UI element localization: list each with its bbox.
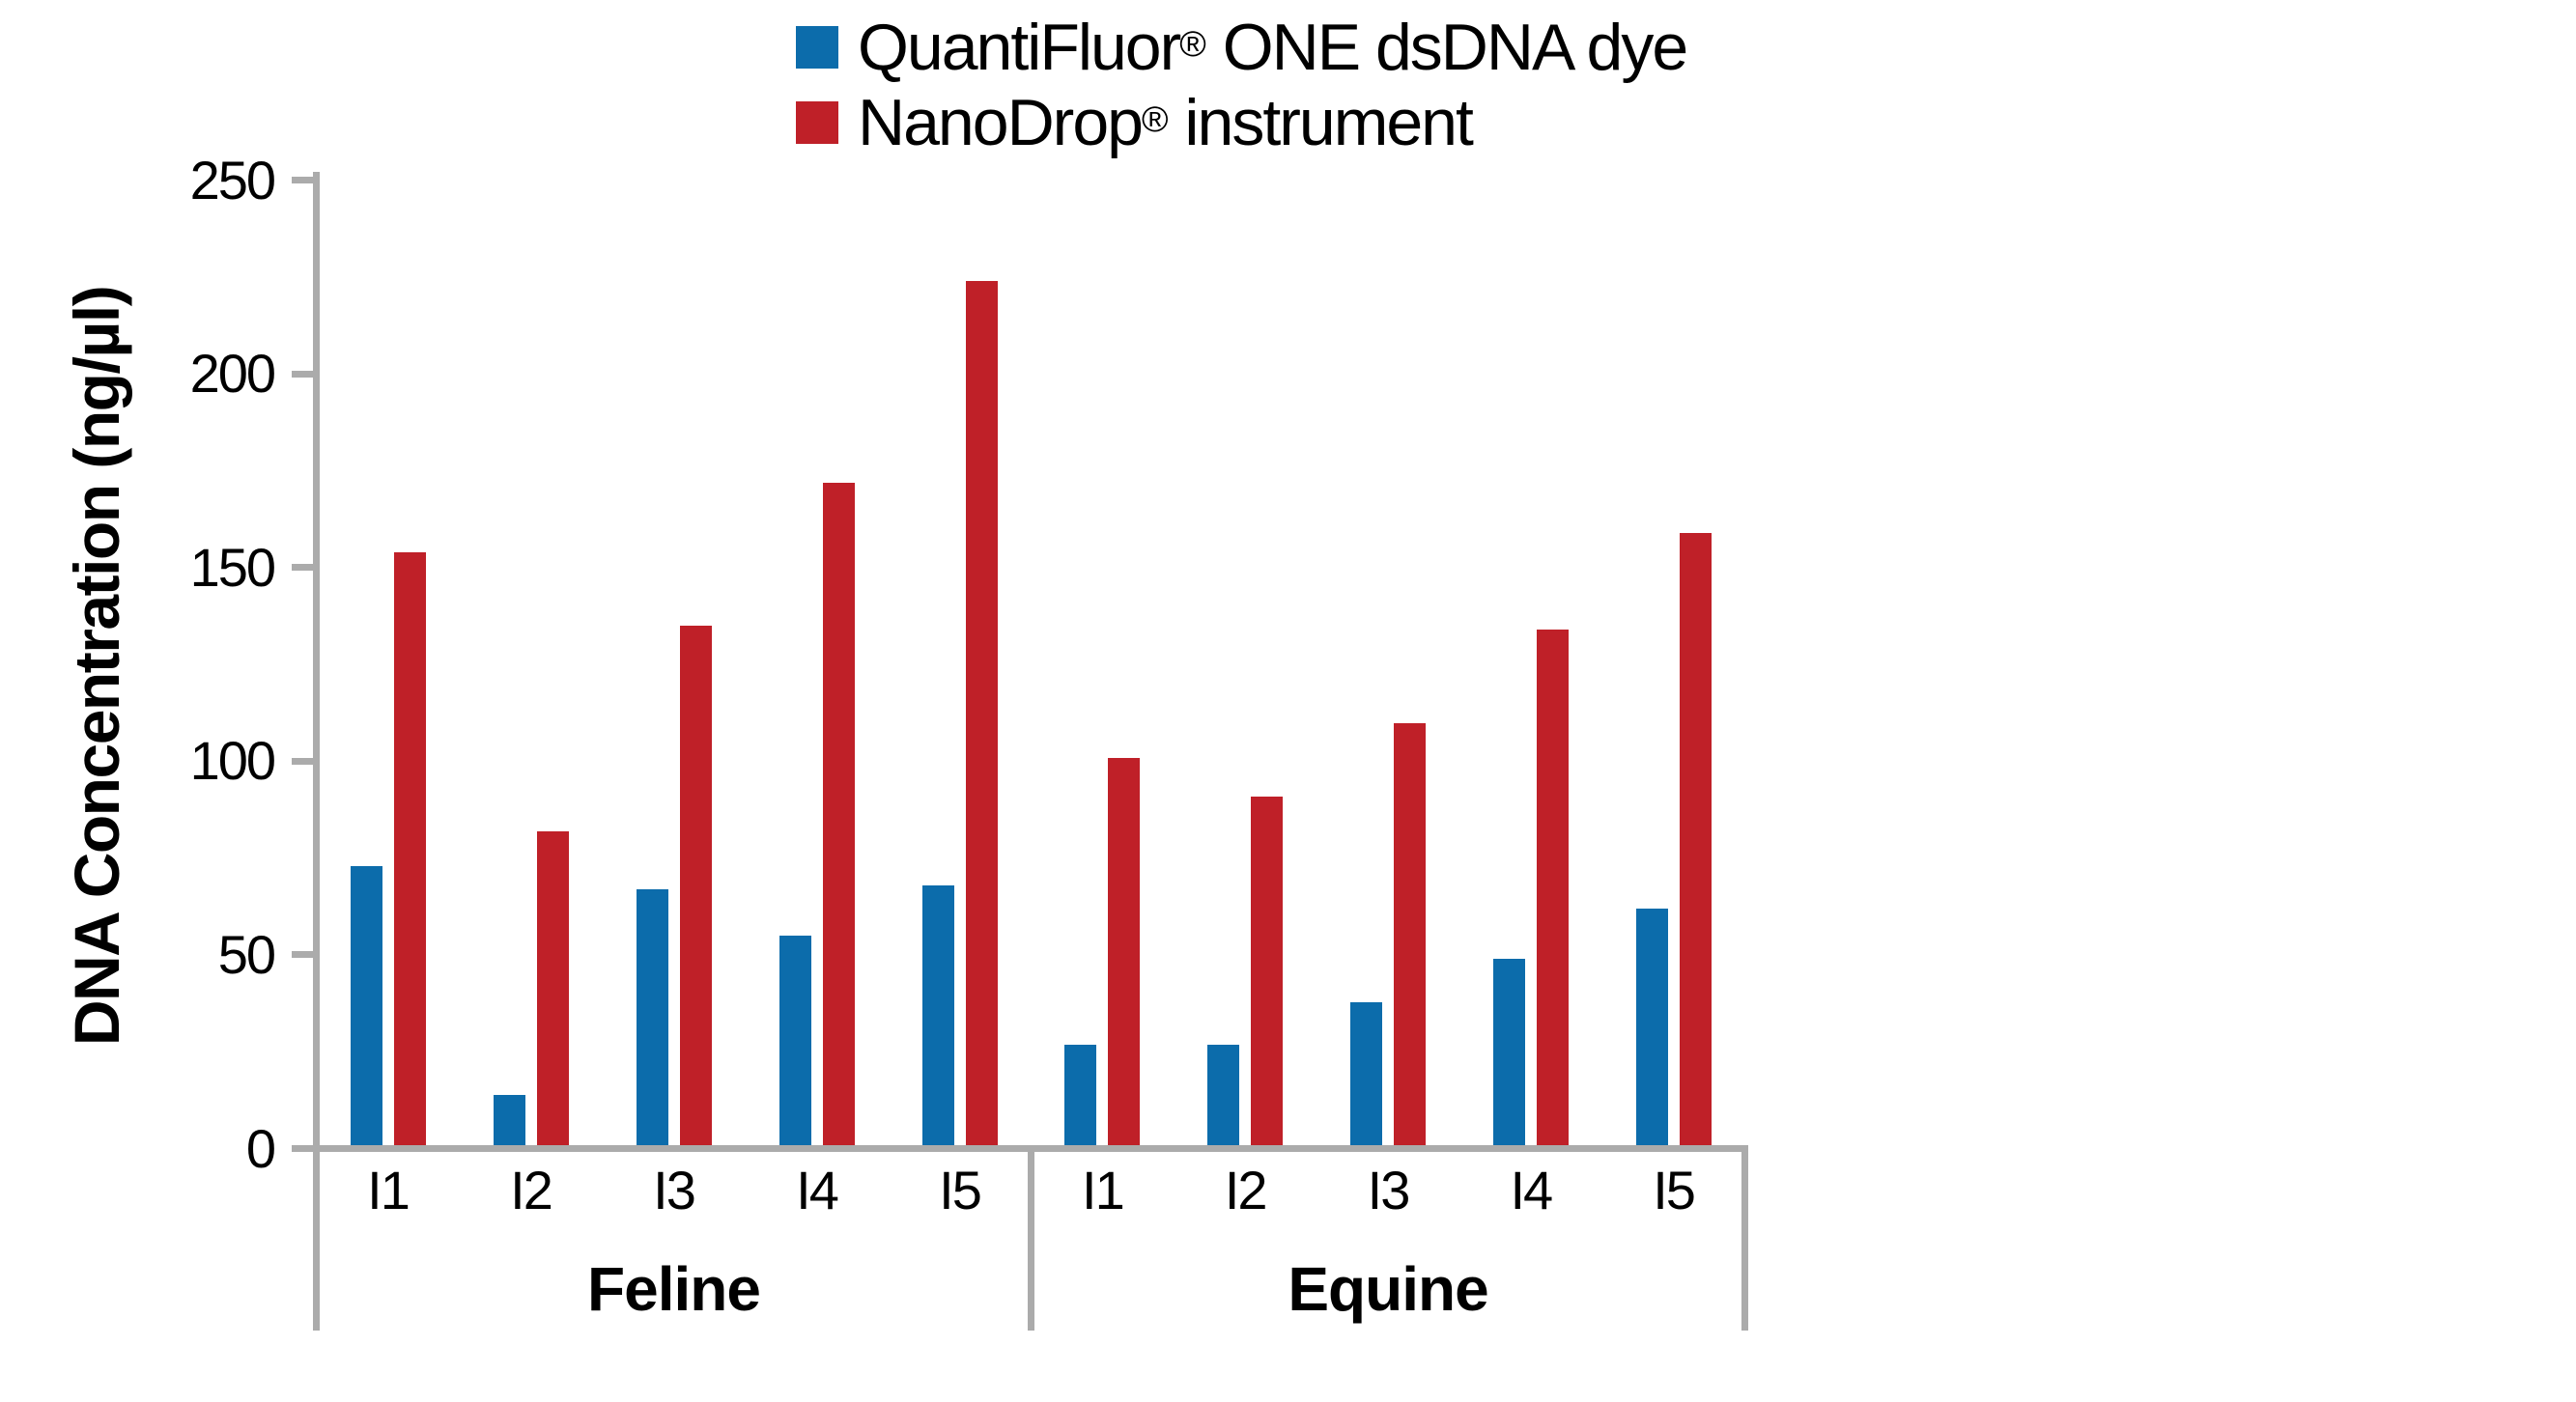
- bar-equine-i3-series1: [1350, 1002, 1382, 1145]
- bar-equine-i2-series2: [1251, 797, 1284, 1145]
- bar-equine-i5-series2: [1679, 533, 1712, 1145]
- group-label-equine: Equine: [1288, 1254, 1488, 1324]
- x-tick-label-feline-i1: I1: [367, 1160, 410, 1220]
- bar-feline-i2-series2: [536, 831, 569, 1145]
- bar-equine-i1-series1: [1064, 1045, 1097, 1145]
- y-tick-mark: [292, 564, 313, 572]
- bar-equine-i1-series2: [1108, 758, 1141, 1145]
- y-tick-mark: [292, 370, 313, 378]
- bar-feline-i5-series2: [965, 281, 998, 1145]
- legend-item-label: NanoDrop® instrument: [858, 86, 1474, 159]
- x-tick-label-feline-i3: I3: [653, 1160, 696, 1220]
- y-tick-mark: [292, 757, 313, 765]
- x-tick-label-feline-i2: I2: [510, 1160, 553, 1220]
- bar-equine-i3-series2: [1394, 723, 1426, 1145]
- x-tick-label-equine-i2: I2: [1224, 1160, 1268, 1220]
- x-tick-label-equine-i5: I5: [1653, 1160, 1696, 1220]
- y-tick-label: 250: [189, 149, 276, 210]
- bar-equine-i4-series2: [1536, 630, 1569, 1145]
- x-tick-label-feline-i4: I4: [796, 1160, 839, 1220]
- x-tick-label-equine-i3: I3: [1367, 1160, 1411, 1220]
- group-label-feline: Feline: [587, 1254, 761, 1324]
- y-tick-label: 100: [189, 730, 276, 792]
- group-divider-right: [1741, 1145, 1748, 1331]
- legend-swatch-1: [796, 26, 838, 69]
- y-tick-mark: [292, 177, 313, 183]
- bar-equine-i4-series1: [1492, 959, 1525, 1145]
- bar-feline-i4-series2: [822, 483, 855, 1145]
- group-divider-middle: [1028, 1145, 1034, 1331]
- bar-feline-i1-series2: [393, 552, 426, 1145]
- bar-equine-i2-series1: [1207, 1045, 1240, 1145]
- bar-equine-i5-series1: [1635, 909, 1668, 1145]
- y-tick-mark: [292, 1145, 313, 1152]
- bar-feline-i4-series1: [778, 936, 811, 1145]
- bar-feline-i5-series1: [921, 885, 954, 1145]
- bar-feline-i1-series1: [350, 866, 382, 1145]
- chart-legend: QuantiFluor® ONE dsDNA dye NanoDrop® inst…: [796, 10, 1688, 160]
- bar-feline-i3-series1: [636, 889, 668, 1145]
- y-tick-label: 200: [189, 343, 276, 405]
- legend-item-2: NanoDrop® instrument: [796, 85, 1686, 160]
- y-tick-label: 150: [189, 536, 276, 598]
- x-axis-line: [292, 1145, 1748, 1152]
- legend-swatch-2: [796, 101, 838, 144]
- x-tick-label-equine-i4: I4: [1510, 1160, 1553, 1220]
- x-tick-label-feline-i5: I5: [939, 1160, 982, 1220]
- bar-feline-i2-series1: [493, 1095, 525, 1145]
- y-tick-label: 50: [217, 923, 276, 985]
- bar-feline-i3-series2: [679, 626, 712, 1145]
- legend-item-label: QuantiFluor® ONE dsDNA dye: [858, 11, 1688, 84]
- y-tick-mark: [292, 951, 313, 959]
- legend-item-1: QuantiFluor® ONE dsDNA dye: [796, 10, 1688, 85]
- y-tick-label: 0: [245, 1117, 276, 1179]
- x-tick-label-equine-i1: I1: [1082, 1160, 1125, 1220]
- y-axis-line: [313, 172, 320, 1331]
